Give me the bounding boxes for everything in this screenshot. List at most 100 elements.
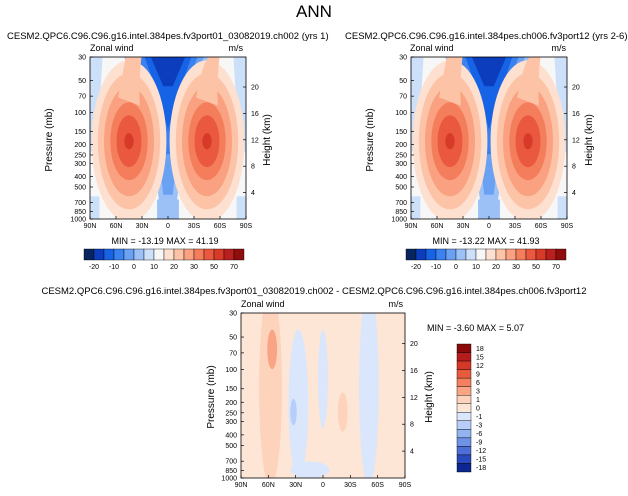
x-tick-label: 0 (487, 223, 491, 230)
height-tick-label: 8 (251, 164, 255, 171)
diff-contour-negative-60s (359, 313, 379, 478)
upper-westerly-north (439, 57, 463, 106)
pressure-tick-label: 150 (395, 129, 407, 136)
height-tick-label: 12 (572, 137, 580, 144)
pressure-tick-label: 200 (74, 142, 86, 149)
pressure-tick-label: 1000 (391, 217, 407, 224)
colorbar-swatch (456, 395, 472, 404)
surface-easterly-north (90, 196, 100, 219)
colorbar-label: 3 (476, 388, 480, 395)
colorbar-label: 50 (210, 264, 218, 271)
panel-1-ylabel: Pressure (mb) (44, 108, 55, 171)
colorbar-label: -20 (89, 264, 99, 271)
pressure-tick-label: 30 (229, 311, 237, 318)
diff-contour-positive-band-60n (259, 313, 282, 478)
pressure-tick-label: 500 (225, 443, 237, 450)
panel-2-colorbar: -20 -10 0 10 20 30 50 70 (405, 248, 567, 271)
pressure-tick-label: 400 (395, 174, 407, 181)
colorbar-swatch (456, 412, 472, 421)
x-tick-label: 30S (188, 223, 201, 230)
x-tick-label: 30S (344, 482, 357, 489)
contour-fill-group (411, 57, 567, 219)
jet-contour-north-5 (124, 133, 134, 150)
colorbar-label: 50 (532, 264, 540, 271)
pressure-tick-label: 200 (395, 142, 407, 149)
panel-3-min-max: MIN = -3.60 MAX = 5.07 (427, 323, 524, 333)
colorbar-swatch (555, 248, 567, 261)
x-tick-label: 60S (371, 482, 384, 489)
pressure-tick-label: 500 (395, 184, 407, 191)
pressure-tick-label: 100 (74, 110, 86, 117)
diff-contour-negative-sfc (290, 461, 330, 478)
x-tick-label: 60N (431, 223, 444, 230)
colorbar-label: -6 (476, 431, 482, 438)
colorbar-swatch (535, 248, 547, 261)
colorbar-swatch (525, 248, 537, 261)
contour-fill-group (241, 313, 405, 478)
colorbar-label: 1 (476, 397, 480, 404)
panel-3-ylabel-right: Height (km) (424, 371, 435, 423)
colorbar-label: -15 (476, 457, 486, 464)
easterly-contour-3 (465, 57, 513, 130)
pressure-tick-label: 70 (399, 94, 407, 101)
colorbar-swatch (505, 248, 517, 261)
pressure-tick-label: 200 (225, 400, 237, 407)
colorbar-swatch (113, 248, 125, 261)
surface-easterly-north (411, 196, 421, 219)
surface-easterly-south (236, 196, 246, 219)
panel-1-contour-plot: 90N 60N 30N 0 30S 60S 90S 30 50 70 100 150 200 250 300… (70, 55, 258, 231)
colorbar-swatch (133, 248, 145, 261)
upper-westerly-south (196, 57, 220, 106)
pressure-tick-label: 700 (74, 200, 86, 207)
colorbar-swatch (515, 248, 527, 261)
pressure-tick-label: 250 (395, 152, 407, 159)
colorbar-label: -18 (476, 465, 486, 472)
colorbar-swatch (193, 248, 205, 261)
x-tick-label: 30N (457, 223, 470, 230)
pressure-tick-label: 700 (395, 200, 407, 207)
pressure-tick-label: 300 (395, 161, 407, 168)
colorbar-label: 12 (476, 363, 484, 370)
panel-2: CESM2.QPC6.C96.C96.g16.intel.384pes.ch00… (345, 31, 628, 271)
diff-contour-negative-eq (318, 329, 328, 429)
colorbar-label: 0 (476, 406, 480, 413)
colorbar-label: 70 (552, 264, 560, 271)
colorbar-swatch (123, 248, 135, 261)
colorbar-label: 30 (190, 264, 198, 271)
height-tick-label: 16 (251, 111, 259, 118)
panel-1-min-max: MIN = -13.19 MAX = 41.19 (111, 236, 218, 246)
x-tick-label: 30S (509, 223, 522, 230)
height-tick-label: 8 (572, 164, 576, 171)
colorbar-swatch (465, 248, 477, 261)
pressure-tick-label: 250 (225, 410, 237, 417)
pressure-tick-label: 250 (74, 152, 86, 159)
chart-title: ANN (296, 2, 332, 21)
x-tick-label: 0 (166, 223, 170, 230)
panel-3-units: m/s (389, 299, 404, 309)
pressure-tick-label: 850 (395, 209, 407, 216)
height-tick-label: 12 (251, 137, 259, 144)
diff-contour-negative-30n (288, 329, 309, 478)
colorbar-label: 0 (132, 264, 136, 271)
easterly-contour-3 (144, 57, 192, 130)
x-tick-label: 90N (405, 223, 418, 230)
height-tick-label: 16 (410, 368, 418, 375)
upper-westerly-north (118, 57, 142, 106)
panel-1-colorbar: -20 -10 0 10 20 30 50 70 (83, 248, 245, 271)
height-tick-label: 20 (572, 85, 580, 92)
colorbar-label: 70 (230, 264, 238, 271)
panel-1-case-title: CESM2.QPC6.C96.C96.g16.intel.384pes.fv3p… (7, 31, 329, 42)
pressure-tick-label: 30 (78, 55, 86, 62)
height-tick-label: 4 (251, 190, 255, 197)
colorbar-swatch (83, 248, 95, 261)
colorbar-label: -12 (476, 448, 486, 455)
colorbar-swatch (495, 248, 507, 261)
colorbar-swatch (456, 454, 472, 464)
x-tick-label: 60S (535, 223, 548, 230)
colorbar-label: -10 (431, 264, 441, 271)
panel-3-case-title: CESM2.QPC6.C96.C96.g16.intel.384pes.fv3p… (41, 286, 586, 297)
colorbar-label: -9 (476, 440, 482, 447)
colorbar-swatch (456, 343, 472, 353)
